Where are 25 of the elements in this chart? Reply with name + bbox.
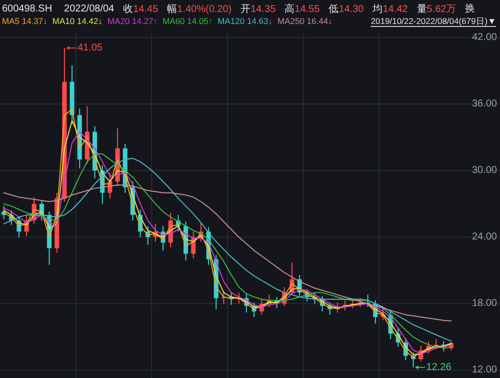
text: MA60 14.05↑ [162,16,213,26]
text: 量5.62万 [416,4,456,14]
text: 低14.30 [328,4,364,14]
y-tick-label: 36.00 [472,98,498,110]
text: 开14.35 [240,4,276,14]
text: 幅1.40%(0.20) [167,2,232,14]
text: MA250 16.44↓ [277,16,332,26]
text: 收14.45 [123,4,159,14]
y-tick-label: 18.00 [472,298,498,310]
text: 2022/08/04 [64,4,115,14]
text: MA20 14.27↑ [107,16,158,26]
y-tick-label: 42.00 [472,32,498,43]
text: 换 [465,2,476,14]
annotation: 12.26 [426,362,452,373]
y-tick-label: 12.00 [472,364,498,376]
text: MA10 14.42↓ [52,16,102,26]
text: 均14.42 [372,2,408,14]
text: MA120 14.63↓ [218,16,272,26]
chart-title: 600498.SH [2,4,52,14]
text: 2019/10/22-2022/08/04(679日)▼ [370,16,496,26]
text: 高14.55 [284,2,320,14]
text: MA5 14.37↓ [2,16,48,26]
y-tick-label: 24.00 [472,232,498,243]
y-tick-label: 30.00 [472,165,498,176]
annotation: 41.05 [77,42,103,54]
